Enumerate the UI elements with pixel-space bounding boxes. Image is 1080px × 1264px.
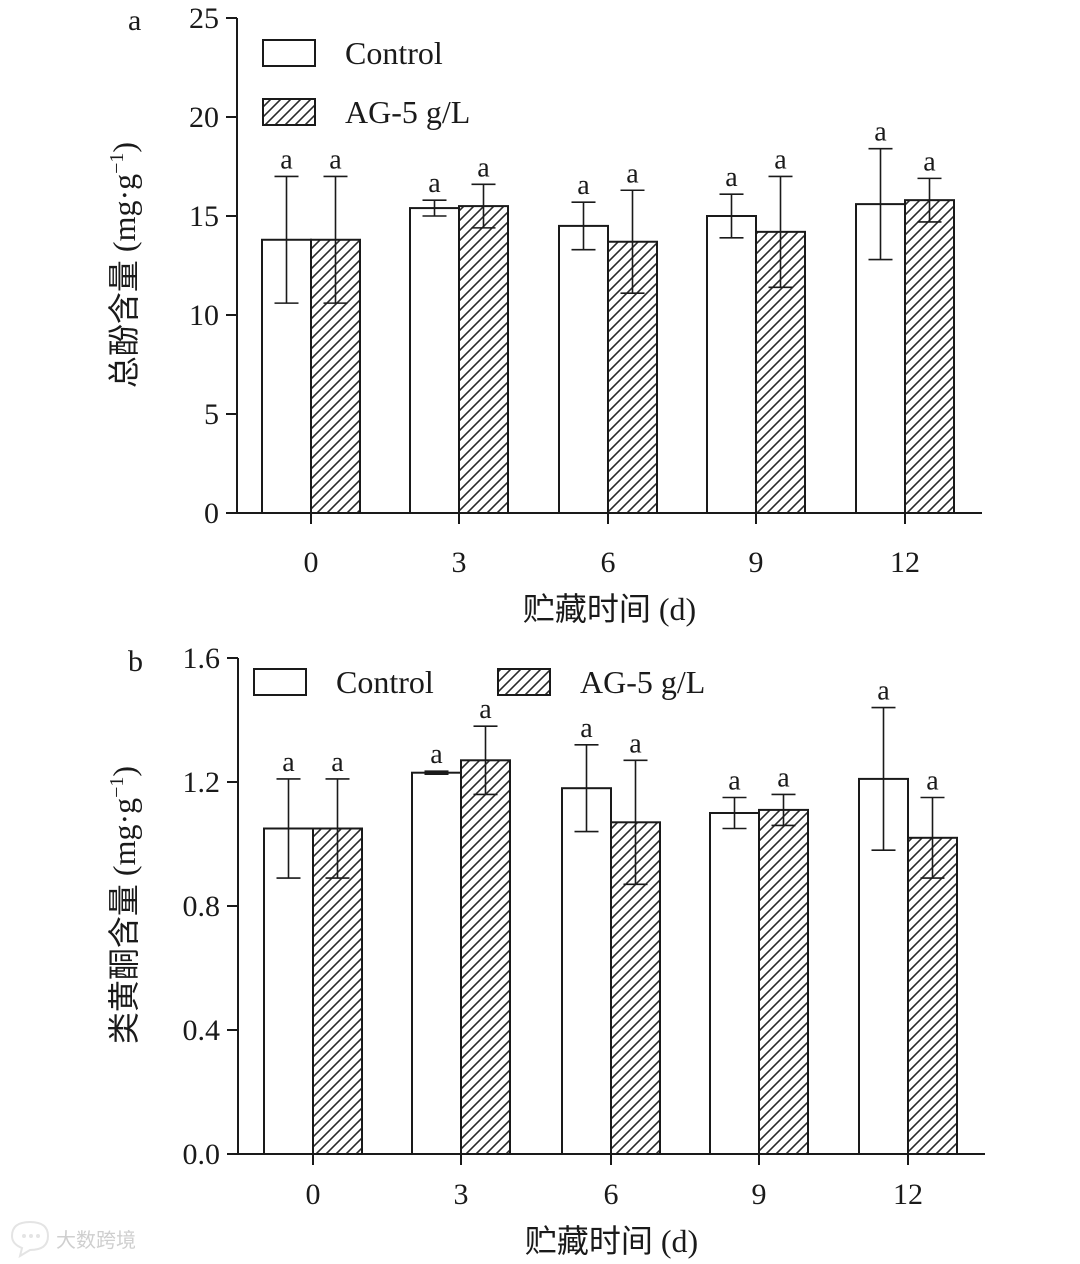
- bar-control: [558, 224, 609, 514]
- y-tick-label: 20: [189, 101, 219, 134]
- x-axis-label: 贮藏时间 (d): [523, 591, 696, 627]
- significance-letter: a: [430, 739, 443, 770]
- legend-swatch-ag: [262, 98, 316, 126]
- watermark: 大数跨境: [10, 1220, 136, 1259]
- significance-letter: a: [479, 694, 492, 725]
- legend-label-control: Control: [345, 35, 443, 71]
- legend-swatch-control: [262, 39, 316, 67]
- x-tick-label: 12: [890, 546, 920, 579]
- bar-control: [409, 207, 460, 515]
- legend-swatch-ag: [497, 668, 551, 696]
- y-tick-label: 15: [189, 200, 219, 233]
- bar-ag: [907, 836, 958, 1155]
- x-tick-label: 6: [604, 1178, 619, 1211]
- panel-a: a a a a a a a a a a 0 5 10 15 20 25 0 3 6 9 12 贮藏时间 (d) 总酚含量 (…: [106, 2, 982, 627]
- y-tick-label: 10: [189, 299, 219, 332]
- bar-ag: [460, 759, 511, 1155]
- significance-letter: a: [877, 676, 890, 707]
- significance-letter: a: [777, 762, 790, 793]
- y-tick-label: 1.6: [183, 642, 221, 675]
- x-tick-label: 0: [306, 1178, 321, 1211]
- x-tick-label: 9: [752, 1178, 767, 1211]
- x-tick-label: 6: [601, 546, 616, 579]
- y-axis-label: 类黄酮含量 (mg·g−1): [106, 766, 142, 1044]
- significance-letter: a: [331, 747, 344, 778]
- y-axis-label: 总酚含量 (mg·g−1): [106, 142, 142, 388]
- y-tick-label: 0: [204, 497, 219, 530]
- legend-label-control: Control: [336, 664, 434, 700]
- significance-letter: a: [874, 117, 887, 148]
- significance-letter: a: [626, 158, 639, 189]
- y-tick-label: 0.8: [183, 890, 221, 923]
- panel-label: b: [128, 645, 143, 678]
- y-tick-label: 5: [204, 398, 219, 431]
- significance-letter: a: [428, 168, 441, 199]
- significance-letter: a: [280, 144, 293, 175]
- significance-letter: a: [329, 144, 342, 175]
- bar-control: [411, 771, 462, 1155]
- significance-letter: a: [923, 146, 936, 177]
- y-axis-label-main: 总酚含量 (mg·g: [106, 174, 142, 388]
- significance-letter: a: [477, 152, 490, 183]
- x-axis-label: 贮藏时间 (d): [525, 1223, 698, 1259]
- panel-b: a a a a a a a a a a 0.0 0.4 0.8 1.2 1.6 0 3 6 9 12 贮藏时间 (d) 类…: [106, 642, 985, 1259]
- significance-letter: a: [577, 170, 590, 201]
- panel-label: a: [128, 4, 141, 37]
- significance-letter: a: [774, 144, 787, 175]
- significance-letter: a: [580, 713, 593, 744]
- x-tick-label: 3: [454, 1178, 469, 1211]
- x-tick-label: 3: [452, 546, 467, 579]
- significance-letter: a: [725, 162, 738, 193]
- y-tick-label: 0.4: [183, 1014, 221, 1047]
- bar-control: [709, 812, 760, 1155]
- legend-swatch-control: [253, 668, 307, 696]
- legend-label-ag: AG-5 g/L: [580, 664, 705, 700]
- x-tick-label: 9: [749, 546, 764, 579]
- chat-bubble-icon: [10, 1220, 50, 1259]
- y-axis-label-close: ): [106, 142, 142, 153]
- bar-ag: [904, 199, 955, 514]
- bar-control: [706, 215, 757, 514]
- significance-letter: a: [629, 728, 642, 759]
- y-axis-label-close: ): [106, 766, 142, 777]
- bar-control: [561, 787, 612, 1155]
- significance-letter: a: [926, 766, 939, 797]
- y-axis-label-main: 类黄酮含量 (mg·g: [106, 798, 142, 1044]
- bar-ag: [758, 808, 809, 1156]
- x-tick-label: 12: [893, 1178, 923, 1211]
- y-axis-label-sup: −1: [106, 777, 128, 798]
- x-tick-label: 0: [304, 546, 319, 579]
- significance-letter: a: [282, 747, 295, 778]
- watermark-text: 大数跨境: [56, 1228, 136, 1252]
- y-tick-label: 25: [189, 2, 219, 35]
- legend-label-ag: AG-5 g/L: [345, 94, 470, 130]
- bar-ag: [458, 205, 509, 514]
- y-tick-label: 1.2: [183, 766, 221, 799]
- y-tick-label: 0.0: [183, 1138, 221, 1171]
- significance-letter: a: [728, 766, 741, 797]
- y-axis-label-sup: −1: [106, 153, 128, 174]
